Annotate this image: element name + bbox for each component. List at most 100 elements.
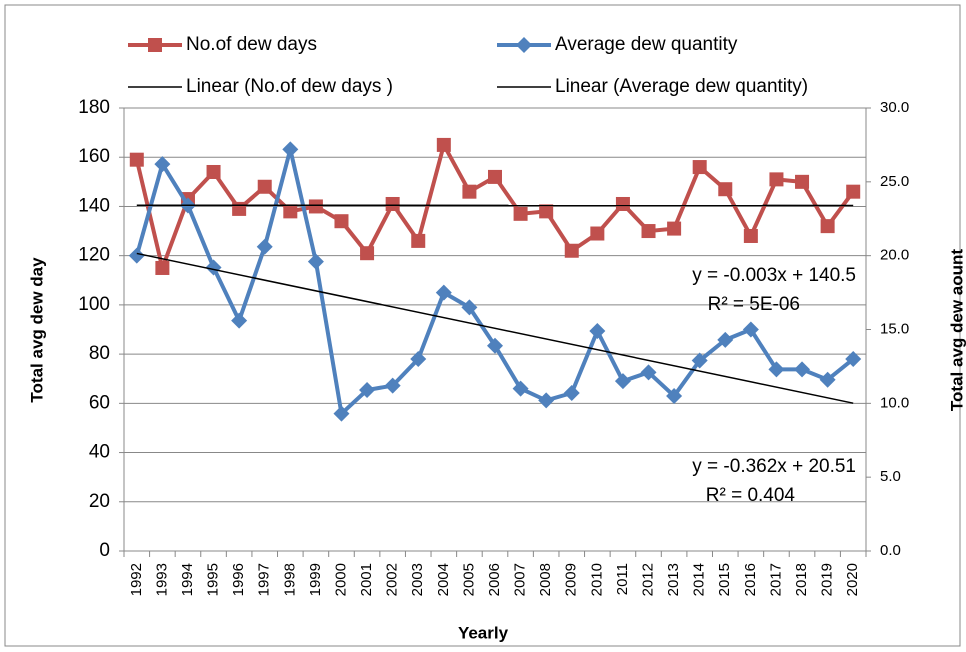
x-tick-label: 2011	[614, 563, 631, 595]
data-point	[717, 331, 734, 348]
data-point	[640, 364, 657, 381]
x-tick-label: 1998	[281, 563, 298, 596]
data-point	[845, 351, 862, 368]
data-point	[538, 392, 555, 409]
data-point	[360, 246, 375, 261]
x-tick-label: 2017	[767, 563, 784, 596]
x-tick-label: 1994	[179, 563, 196, 596]
data-point	[231, 312, 248, 329]
x-tick-label: 1999	[307, 563, 324, 596]
data-point	[667, 221, 682, 236]
y-tick-label: 40	[89, 442, 110, 463]
x-tick-label: 2001	[358, 563, 375, 596]
y2-tick-label: 10.0	[880, 394, 909, 411]
data-point	[435, 284, 452, 301]
y-tick-label: 140	[78, 195, 110, 216]
x-tick-label: 2018	[793, 563, 810, 596]
annotation: R² = 0.404	[706, 485, 796, 506]
x-tick-label: 2016	[742, 563, 759, 596]
y2-tick-label: 30.0	[880, 99, 909, 116]
data-point	[155, 260, 170, 275]
x-tick-label: 2004	[435, 563, 452, 596]
x-tick-label: 1997	[256, 563, 273, 596]
data-point	[692, 160, 707, 175]
data-point	[819, 371, 836, 388]
data-point	[589, 322, 606, 339]
x-tick-label: 2005	[460, 563, 477, 596]
data-point	[154, 156, 171, 173]
data-point	[846, 184, 861, 199]
data-point	[283, 204, 298, 219]
data-point	[539, 204, 554, 219]
y-tick-label: 0	[99, 540, 110, 561]
y2-axis-title: Total avg dew aount	[947, 249, 966, 411]
annotation: y = -0.003x + 140.5	[692, 265, 856, 286]
trendline	[136, 252, 854, 404]
data-point	[257, 179, 272, 194]
y-tick-label: 60	[89, 392, 110, 413]
x-tick-label: 2008	[537, 563, 554, 596]
data-point	[461, 299, 478, 316]
x-axis-title: Yearly	[458, 623, 509, 642]
data-point	[691, 352, 708, 369]
data-point	[718, 182, 733, 197]
legend-label: Linear (Average dew quantity)	[555, 76, 808, 97]
legend-label: No.of dew days	[186, 34, 317, 55]
y-tick-label: 100	[78, 294, 110, 315]
legend-label: Average dew quantity	[555, 34, 738, 55]
data-point	[742, 321, 759, 338]
x-tick-label: 1993	[153, 563, 170, 596]
data-point	[794, 361, 811, 378]
data-point	[563, 384, 580, 401]
data-point	[359, 382, 376, 399]
data-point	[333, 405, 350, 422]
legend-marker	[516, 37, 532, 53]
annotation: R² = 5E-06	[708, 294, 800, 315]
data-point	[513, 206, 528, 221]
data-point	[385, 196, 400, 211]
x-tick-label: 2013	[665, 563, 682, 596]
x-tick-label: 2015	[716, 563, 733, 596]
data-point	[795, 174, 810, 189]
data-point	[614, 373, 631, 390]
x-tick-label: 2019	[819, 563, 836, 596]
data-point	[205, 259, 222, 276]
data-point	[615, 196, 630, 211]
data-point	[590, 226, 605, 241]
x-tick-label: 2006	[486, 563, 503, 596]
legend-marker	[148, 38, 162, 52]
data-point	[462, 184, 477, 199]
data-point	[206, 164, 221, 179]
data-point	[232, 201, 247, 216]
x-tick-label: 1995	[205, 563, 222, 596]
x-tick-label: 2002	[384, 563, 401, 596]
data-point	[334, 214, 349, 229]
y-tick-label: 160	[78, 146, 110, 167]
y-tick-label: 120	[78, 245, 110, 266]
y2-tick-label: 25.0	[880, 173, 909, 190]
data-point	[129, 152, 144, 167]
data-point	[487, 337, 503, 354]
y-axis-title: Total avg dew day	[27, 257, 46, 403]
data-point	[128, 247, 145, 264]
x-tick-label: 1992	[128, 563, 145, 596]
data-point	[308, 199, 323, 214]
y2-tick-label: 0.0	[880, 542, 901, 559]
data-point	[768, 361, 785, 378]
data-point	[743, 228, 758, 243]
data-point	[512, 380, 529, 397]
data-point	[282, 141, 299, 158]
x-tick-label: 2003	[409, 563, 426, 596]
x-tick-label: 2012	[639, 563, 656, 596]
annotation: y = -0.362x + 20.51	[692, 456, 856, 477]
x-tick-label: 2000	[332, 563, 349, 596]
data-point	[384, 377, 401, 394]
legend-label: Linear (No.of dew days )	[186, 76, 393, 97]
data-point	[666, 387, 683, 404]
data-point	[411, 233, 426, 248]
y-tick-label: 80	[89, 343, 110, 364]
x-tick-label: 1996	[230, 563, 247, 596]
data-point	[769, 172, 784, 187]
data-point	[256, 238, 273, 255]
